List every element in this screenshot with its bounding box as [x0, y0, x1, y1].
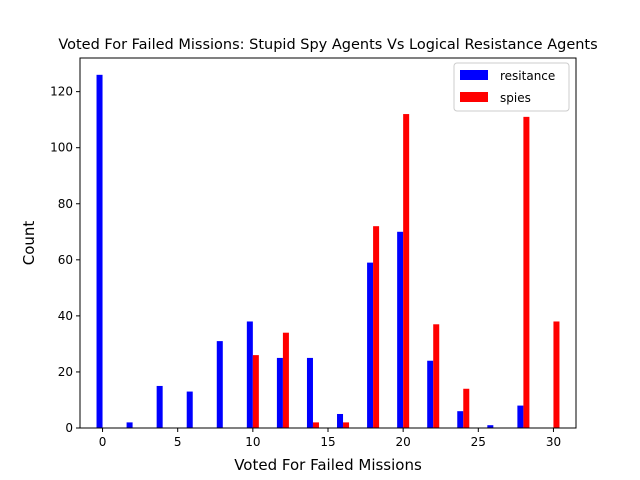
bar-resitance-28 — [517, 405, 524, 428]
bar-spies-18 — [373, 226, 380, 428]
legend-label-resitance: resitance — [500, 69, 555, 83]
bar-resitance-14 — [306, 357, 313, 428]
x-tick-label: 20 — [396, 435, 411, 449]
bar-resitance-16 — [337, 413, 344, 428]
bar-spies-30 — [553, 321, 560, 428]
bar-resitance-0 — [96, 74, 103, 428]
bar-spies-16 — [343, 422, 350, 428]
bar-spies-24 — [463, 388, 470, 428]
bars-layer — [96, 74, 560, 429]
x-tick-label: 25 — [471, 435, 486, 449]
bar-spies-12 — [282, 332, 289, 428]
legend-label-spies: spies — [500, 91, 531, 105]
legend-swatch-spies — [460, 92, 488, 102]
x-tick-label: 5 — [174, 435, 182, 449]
y-tick-label: 0 — [65, 421, 73, 435]
y-axis-ticks: 0 20 40 60 80 100 120 — [50, 85, 80, 435]
bar-resitance-6 — [186, 391, 193, 428]
x-tick-label: 30 — [546, 435, 561, 449]
x-axis-label: Voted For Failed Missions — [234, 456, 422, 474]
bar-spies-14 — [312, 422, 319, 428]
x-tick-label: 10 — [245, 435, 260, 449]
bar-resitance-10 — [246, 321, 253, 428]
x-axis-ticks: 0 5 10 15 20 25 30 — [99, 428, 561, 449]
bar-resitance-22 — [427, 360, 434, 428]
bar-resitance-8 — [216, 341, 223, 428]
y-tick-label: 60 — [58, 253, 73, 267]
bar-resitance-24 — [457, 411, 464, 428]
y-tick-label: 20 — [58, 365, 73, 379]
legend: resitance spies — [453, 62, 570, 112]
bar-resitance-18 — [367, 262, 374, 428]
bar-resitance-4 — [156, 385, 163, 428]
bar-spies-22 — [433, 324, 440, 428]
y-tick-label: 40 — [58, 309, 73, 323]
bar-resitance-12 — [276, 357, 283, 428]
bar-resitance-2 — [126, 422, 133, 428]
bar-spies-10 — [252, 355, 259, 428]
bar-resitance-20 — [397, 231, 404, 428]
bar-spies-20 — [403, 114, 410, 428]
y-tick-label: 120 — [50, 85, 73, 99]
y-tick-label: 100 — [50, 141, 73, 155]
bar-resitance-26 — [487, 425, 494, 428]
chart-title: Voted For Failed Missions: Stupid Spy Ag… — [58, 37, 597, 53]
x-tick-label: 15 — [320, 435, 335, 449]
bar-spies-28 — [523, 116, 530, 429]
series-resitance — [96, 74, 524, 428]
series-spies — [252, 114, 560, 429]
legend-swatch-resitance — [460, 70, 488, 80]
y-axis-label: Count — [20, 221, 38, 266]
y-tick-label: 80 — [58, 197, 73, 211]
x-tick-label: 0 — [99, 435, 107, 449]
